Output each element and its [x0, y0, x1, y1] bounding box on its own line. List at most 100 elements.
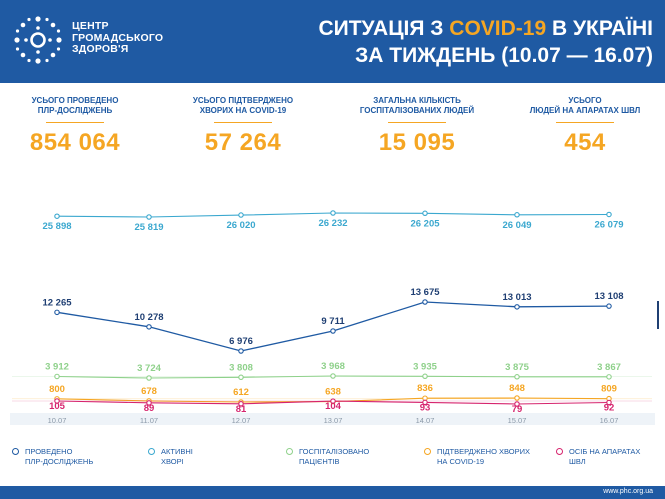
data-label: 3 867	[597, 362, 621, 373]
data-label: 3 724	[137, 363, 161, 374]
legend-dot-icon	[556, 448, 563, 455]
data-point	[54, 398, 60, 404]
legend-dot-icon	[286, 448, 293, 455]
x-tick-label: 14.07	[416, 416, 435, 425]
legend-dot-icon	[424, 448, 431, 455]
data-point	[238, 374, 244, 381]
data-label: 25 819	[134, 222, 163, 233]
legend-dot-icon	[148, 448, 155, 455]
data-point	[238, 212, 244, 218]
data-label: 26 020	[226, 220, 255, 231]
legend-item-ventilators: ОСІБ НА АПАРАТАХ ШВЛ	[556, 447, 664, 467]
data-point	[422, 299, 428, 305]
data-label: 26 049	[502, 220, 531, 231]
data-label: 10 278	[134, 312, 163, 323]
data-point	[330, 373, 336, 379]
data-label: 612	[233, 387, 249, 398]
data-point	[238, 348, 244, 354]
data-point	[422, 399, 428, 406]
data-point	[330, 210, 336, 216]
x-tick-label: 16.07	[600, 416, 619, 425]
data-label: 6 976	[229, 336, 253, 347]
data-point	[422, 373, 428, 380]
data-point	[238, 401, 244, 407]
x-tick-label: 12.07	[232, 416, 251, 425]
data-point	[54, 373, 60, 380]
stat-pcr-tests: УСЬОГО ПРОВЕДЕНО ПЛР-ДОСЛІДЖЕНЬ 854 064	[0, 96, 150, 157]
data-label: 800	[49, 384, 65, 395]
footer-url: www.phc.org.ua	[603, 488, 653, 495]
data-point	[514, 212, 520, 218]
footer-bar: www.phc.org.ua	[0, 486, 665, 499]
data-label: 81	[236, 404, 247, 415]
weekly-line-chart: 12 265 10 278 6 976 9 711 13 675 13 013 13 108…	[10, 210, 655, 425]
legend-item-pcr: ПРОВЕДЕНО ПЛР-ДОСЛІДЖЕНЬ	[12, 447, 145, 467]
org-name: ЦЕНТР ГРОМАДСЬКОГО ЗДОРОВ'Я	[72, 20, 164, 55]
data-label: 9 711	[321, 316, 345, 327]
stats-row: УСЬОГО ПРОВЕДЕНО ПЛР-ДОСЛІДЖЕНЬ 854 064 У…	[0, 96, 665, 176]
stat-value: 15 095	[378, 129, 456, 156]
stat-ventilators: УСЬОГО ЛЮДЕЙ НА АПАРАТАХ ШВЛ 454	[510, 96, 660, 157]
data-point	[514, 401, 520, 407]
data-point	[146, 400, 152, 406]
data-label: 25 898	[42, 221, 71, 232]
data-label: 26 232	[318, 218, 347, 229]
data-label: 848	[509, 383, 525, 394]
data-label: 104	[325, 401, 342, 412]
legend-dot-icon	[12, 448, 19, 455]
x-tick-label: 11.07	[140, 416, 158, 425]
stat-hospitalized: ЗАГАЛЬНА КІЛЬКІСТЬ ГОСПІТАЛІЗОВАНИХ ЛЮДЕЙ…	[342, 96, 492, 157]
x-tick-label: 13.07	[324, 416, 343, 425]
edge-marker	[657, 301, 659, 329]
series-4: 105 89 81 104 93 79 92	[12, 398, 652, 415]
data-point	[54, 213, 60, 219]
data-label: 12 265	[42, 297, 72, 308]
data-point	[146, 214, 152, 220]
data-point	[422, 210, 428, 217]
data-point	[330, 398, 336, 404]
data-label: 3 875	[505, 362, 529, 373]
data-point	[514, 304, 520, 310]
data-point	[606, 374, 612, 380]
legend-item-hospitalized: ГОСПІТАЛІЗОВАНО ПАЦІЄНТІВ	[286, 447, 419, 467]
data-label: 89	[144, 403, 155, 414]
data-label: 3 808	[229, 362, 253, 373]
data-label: 26 205	[410, 218, 440, 229]
stat-divider	[388, 122, 446, 123]
data-label: 638	[325, 387, 341, 398]
data-point	[146, 375, 152, 381]
stat-divider	[214, 122, 272, 123]
data-point	[146, 324, 152, 330]
x-tick-label: 15.07	[508, 416, 527, 425]
chart-legend: ПРОВЕДЕНО ПЛР-ДОСЛІДЖЕНЬ АКТИВНІ ХВОРІ ГОС…	[0, 447, 665, 477]
data-point	[606, 399, 612, 406]
data-label: 3 912	[45, 361, 69, 372]
data-label: 678	[141, 386, 157, 397]
data-label: 79	[512, 404, 523, 415]
data-label: 3 935	[413, 361, 437, 372]
stat-value: 57 264	[204, 129, 282, 156]
page-title: СИТУАЦІЯ З COVID-19 В УКРАЇНІ ЗА ТИЖДЕНЬ…	[318, 17, 653, 67]
data-label: 836	[417, 383, 433, 394]
data-label: 3 968	[321, 361, 345, 372]
data-label: 13 108	[594, 291, 623, 302]
data-label: 13 675	[410, 287, 440, 298]
legend-item-confirmed: ПІДТВЕРДЖЕНО ХВОРИХ НА COVID-19	[424, 447, 557, 467]
data-label: 92	[604, 403, 615, 414]
x-axis-strip	[10, 413, 655, 425]
data-point	[606, 211, 612, 218]
stat-confirmed: УСЬОГО ПІДТВЕРДЖЕНО ХВОРИХ НА COVID-19 57…	[168, 96, 318, 157]
series-1: 25 898 25 819 26 020 26 232 26 205 26 049 26 0…	[42, 210, 624, 233]
data-point	[330, 328, 336, 334]
data-point	[54, 309, 60, 316]
phc-logo-icon	[14, 16, 62, 64]
x-tick-label: 10.07	[48, 416, 67, 425]
legend-item-active: АКТИВНІ ХВОРІ	[148, 447, 281, 467]
data-label: 809	[601, 384, 617, 395]
stat-divider	[46, 122, 104, 123]
stat-value: 854 064	[29, 129, 121, 156]
data-point	[606, 303, 612, 309]
series-0: 12 265 10 278 6 976 9 711 13 675 13 013 13 108	[42, 287, 624, 354]
data-label: 13 013	[502, 292, 531, 303]
data-label: 26 079	[594, 219, 623, 230]
